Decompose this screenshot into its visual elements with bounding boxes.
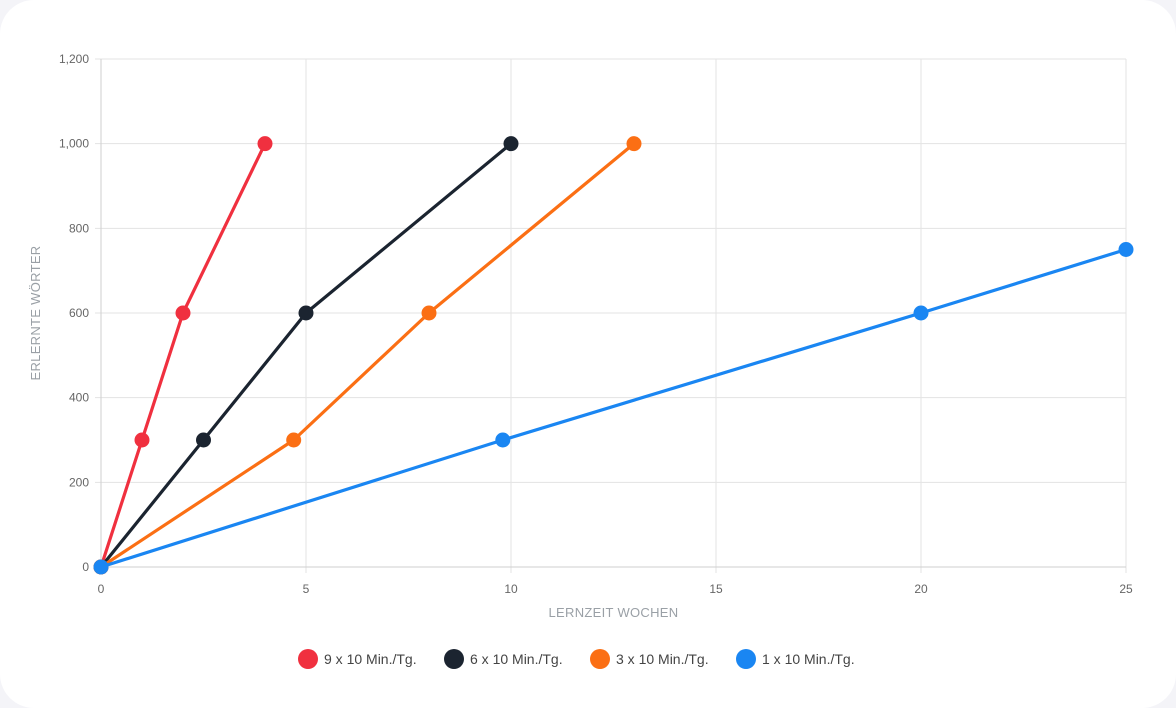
series-1 — [93, 136, 273, 575]
legend-marker-icon — [444, 649, 464, 669]
y-tick-label: 800 — [69, 221, 89, 235]
data-point[interactable] — [175, 305, 191, 321]
series-line — [99, 142, 267, 569]
x-tick-label: 25 — [1119, 582, 1133, 596]
legend-item[interactable]: 9 x 10 Min./Tg. — [298, 649, 417, 669]
x-tick-labels: 0 5 10 15 20 25 — [98, 582, 1133, 596]
series-group — [93, 136, 1134, 575]
data-point[interactable] — [495, 432, 511, 448]
data-point[interactable] — [1118, 242, 1134, 257]
x-axis-title: LERNZEIT WOCHEN — [549, 605, 679, 620]
data-point[interactable] — [93, 559, 109, 575]
y-tick-label: 0 — [82, 560, 89, 574]
legend-item[interactable]: 1 x 10 Min./Tg. — [736, 649, 855, 669]
legend-marker-icon — [590, 649, 610, 669]
series-line — [99, 247, 1128, 569]
data-point[interactable] — [913, 305, 929, 321]
y-tick-label: 1,000 — [59, 137, 89, 151]
series-3 — [93, 136, 642, 575]
y-axis-title: ERLERNTE WÖRTER — [28, 246, 43, 381]
data-point[interactable] — [298, 305, 314, 321]
x-tick-label: 10 — [504, 582, 518, 596]
series-line — [99, 142, 513, 569]
y-tick-label: 400 — [69, 391, 89, 405]
series-line — [99, 142, 636, 569]
data-point[interactable] — [257, 136, 273, 152]
data-point[interactable] — [286, 432, 302, 448]
legend-item[interactable]: 6 x 10 Min./Tg. — [444, 649, 563, 669]
axes — [100, 59, 1126, 568]
legend-marker-icon — [736, 649, 756, 669]
data-point[interactable] — [196, 432, 211, 448]
x-tick-label: 0 — [98, 582, 105, 596]
data-point[interactable] — [134, 432, 150, 448]
y-tick-labels: 0 200 400 600 800 1,000 1,200 — [59, 52, 89, 574]
x-tick-label: 20 — [914, 582, 928, 596]
data-point[interactable] — [421, 305, 437, 321]
x-tick-label: 5 — [303, 582, 310, 596]
legend[interactable]: 9 x 10 Min./Tg. 6 x 10 Min./Tg. 3 x 10 Min… — [298, 649, 855, 669]
legend-label: 9 x 10 Min./Tg. — [324, 651, 417, 667]
legend-label: 3 x 10 Min./Tg. — [616, 651, 709, 667]
y-tick-label: 600 — [69, 306, 89, 320]
x-tick-label: 15 — [709, 582, 723, 596]
data-point[interactable] — [626, 136, 642, 152]
series-4 — [93, 242, 1134, 575]
y-tick-label: 200 — [69, 475, 89, 489]
legend-label: 6 x 10 Min./Tg. — [470, 651, 563, 667]
legend-marker-icon — [298, 649, 318, 669]
data-point[interactable] — [503, 136, 519, 152]
grid-lines — [95, 58, 1127, 573]
legend-label: 1 x 10 Min./Tg. — [762, 651, 855, 667]
y-tick-label: 1,200 — [59, 52, 89, 66]
legend-item[interactable]: 3 x 10 Min./Tg. — [590, 649, 709, 669]
